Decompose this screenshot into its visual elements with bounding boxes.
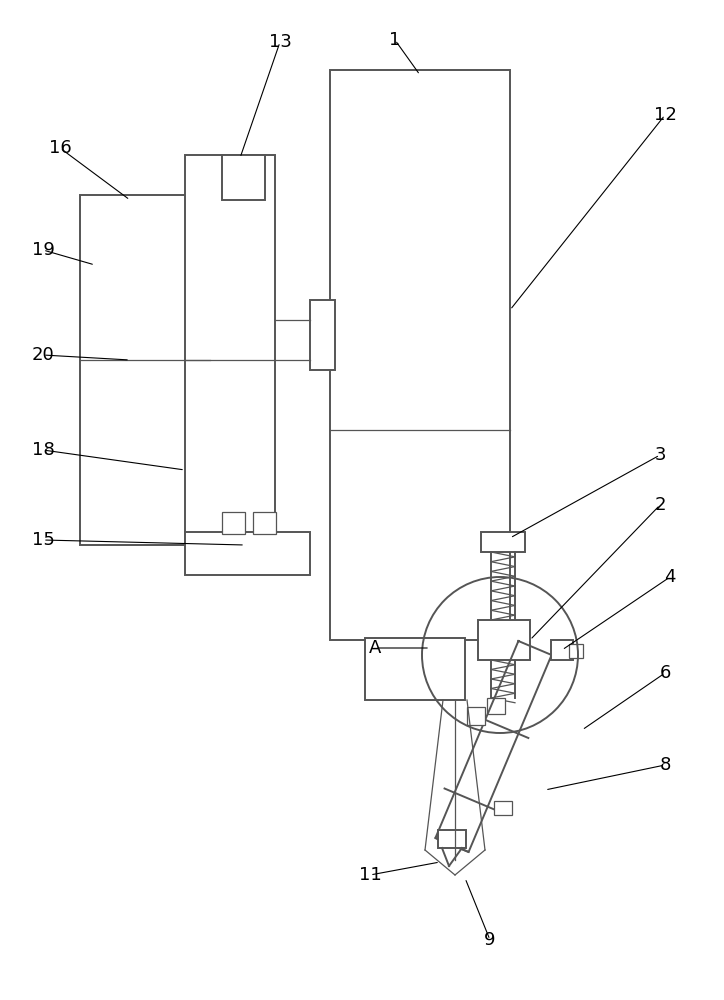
Text: 19: 19	[32, 241, 54, 259]
Text: 20: 20	[32, 346, 54, 364]
Text: 2: 2	[654, 496, 666, 514]
Bar	[481, 532, 525, 552]
Text: 16: 16	[49, 139, 72, 157]
Bar	[551, 640, 573, 660]
Bar	[494, 801, 513, 815]
Bar	[222, 512, 245, 534]
Bar	[365, 638, 465, 700]
Bar	[222, 155, 265, 200]
Text: 3: 3	[654, 446, 666, 464]
Text: 12: 12	[654, 106, 676, 124]
Text: 4: 4	[664, 568, 675, 586]
Text: 15: 15	[32, 531, 54, 549]
Bar	[438, 830, 466, 848]
Text: 8: 8	[660, 756, 670, 774]
Bar	[487, 698, 505, 714]
Text: 9: 9	[484, 931, 496, 949]
Bar	[310, 300, 335, 370]
Bar	[80, 195, 210, 545]
Text: 6: 6	[660, 664, 670, 682]
Bar	[569, 644, 584, 658]
Bar	[330, 70, 510, 640]
Bar	[253, 512, 276, 534]
Bar	[467, 707, 485, 725]
Text: 1: 1	[390, 31, 400, 49]
Text: A: A	[369, 639, 382, 657]
Bar	[478, 620, 530, 660]
Bar	[185, 155, 275, 545]
Text: 11: 11	[358, 866, 382, 884]
Text: 13: 13	[269, 33, 292, 51]
Text: 18: 18	[32, 441, 54, 459]
Bar	[185, 532, 310, 575]
